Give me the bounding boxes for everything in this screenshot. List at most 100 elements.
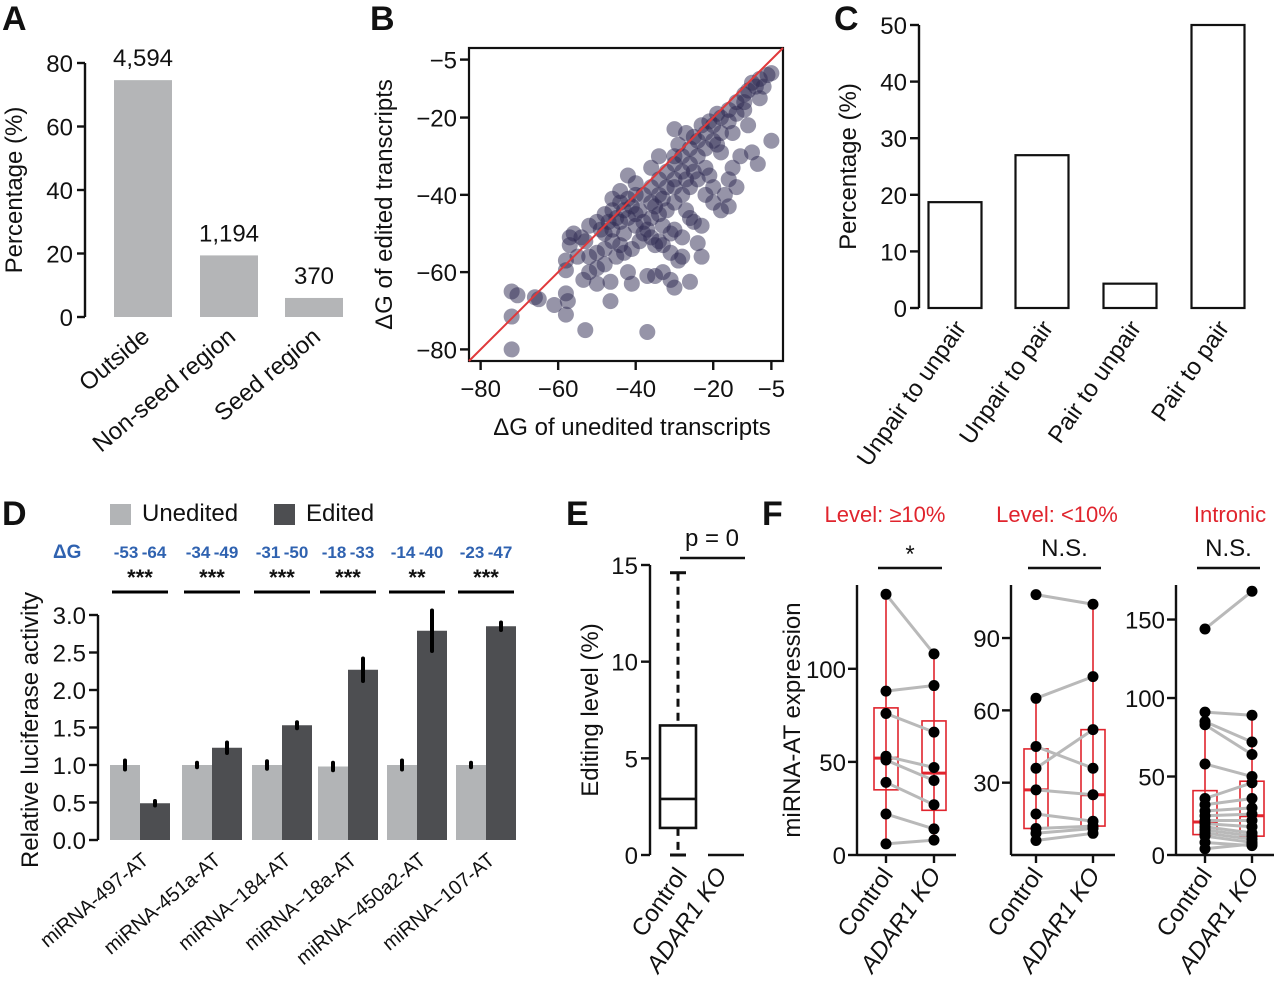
pair-line: [885, 684, 935, 693]
y-tick-label: −5: [430, 48, 457, 75]
data-point-adar1-ko: [1246, 749, 1258, 761]
data-point-control: [880, 776, 892, 788]
x-tick-label: Non-seed region: [88, 323, 241, 458]
scatter-point: [577, 322, 594, 339]
data-point-adar1-ko: [928, 726, 940, 738]
bar-unedited: [318, 766, 348, 840]
y-tick-label: 0: [1152, 843, 1165, 870]
panel-a-bar-chart: 0 20 40 60 80 Percentage (%) 4,594 Outside 1,194…: [1, 45, 343, 458]
data-point-adar1-ko: [1087, 724, 1099, 736]
y-tick-label: 100: [806, 657, 846, 684]
scatter-point: [530, 291, 547, 308]
scatter-point: [581, 248, 598, 265]
panel-d-grouped-bar-chart: 0.0 0.5 1.0 1.5 2.0 2.5 3.0 Relative luciferase…: [17, 500, 516, 970]
panel-letter-f: F: [762, 495, 783, 533]
bar-unedited: [110, 765, 140, 840]
scatter-point: [689, 235, 706, 252]
subplot-title: Level: ≥10%: [825, 502, 946, 527]
delta-g-unedited: -18: [322, 543, 347, 562]
scatter-point: [740, 117, 757, 134]
x-tick-label: Pair to unpair: [1043, 316, 1147, 448]
y-tick-label: 15: [611, 553, 638, 580]
pair-line: [1035, 675, 1094, 700]
y-tick-label: 3.0: [53, 603, 86, 630]
data-point-adar1-ko: [1246, 585, 1258, 597]
scatter-point: [693, 117, 710, 134]
x-tick-label: miRNA−18a-AT: [240, 849, 361, 955]
pair-line: [885, 754, 935, 769]
identity-line: [468, 47, 784, 362]
data-label: 370: [294, 263, 334, 290]
scatter-point: [736, 101, 753, 118]
data-point-control: [1030, 692, 1042, 704]
data-point-control: [880, 685, 892, 697]
scatter-point: [720, 198, 737, 215]
delta-g-unedited: -31: [256, 543, 281, 562]
x-tick-label: Unpair to pair: [954, 316, 1059, 450]
pair-line: [1204, 812, 1253, 818]
scatter-point: [577, 233, 594, 250]
data-point-adar1-ko: [1246, 709, 1258, 721]
x-tick-label: miRNA−450a2-AT: [292, 849, 430, 970]
pair-line: [1035, 593, 1094, 606]
significance-stars: ***: [127, 565, 153, 590]
y-tick-label: 1.5: [53, 716, 86, 743]
y-tick-label: 2.0: [53, 678, 86, 705]
plot-frame: [467, 46, 785, 363]
bar: [1190, 23, 1246, 310]
y-tick-label: 20: [46, 242, 73, 269]
y-axis-label: Percentage (%): [835, 83, 862, 250]
x-tick-label: Pair to pair: [1146, 316, 1235, 427]
delta-g-unedited: -14: [391, 543, 416, 562]
panel-c-bar-chart: 0 10 20 30 40 50 Percentage (%) Unpair to unpai…: [835, 13, 1246, 471]
scatter-point: [732, 148, 749, 165]
data-point-control: [1030, 784, 1042, 796]
scatter-point: [681, 273, 698, 290]
pair-line: [1204, 781, 1253, 800]
panel-letter-a: A: [2, 0, 27, 38]
data-point-adar1-ko: [928, 761, 940, 773]
pair-line: [1204, 720, 1253, 744]
y-tick-label: 10: [880, 239, 907, 266]
bar-unedited: [456, 765, 486, 840]
scatter-point: [693, 248, 710, 265]
delta-g-unedited: -53: [114, 543, 139, 562]
significance-stars: ***: [199, 565, 225, 590]
data-point-control: [880, 808, 892, 820]
delta-g-edited: -47: [488, 543, 513, 562]
significance-label: N.S.: [1041, 535, 1088, 562]
pair-line: [1204, 797, 1253, 807]
y-tick-label: 100: [1125, 686, 1165, 713]
bar-edited: [486, 626, 516, 840]
bar: [285, 297, 343, 317]
pair-line: [885, 712, 935, 734]
bar: [1014, 154, 1070, 310]
panel-letter-c: C: [834, 0, 859, 38]
y-axis-label: Relative luciferase activity: [17, 592, 44, 868]
panel-letter-b: B: [370, 0, 395, 38]
pair-line: [1204, 723, 1253, 756]
x-tick-label: Unpair to unpair: [852, 316, 972, 471]
delta-g-edited: -49: [214, 543, 239, 562]
y-tick-label: −20: [416, 106, 457, 133]
significance-stars: ***: [335, 565, 361, 590]
bar-edited: [212, 747, 242, 840]
scatter-point: [724, 125, 741, 142]
pair-line: [1204, 842, 1253, 851]
data-label: 4,594: [113, 45, 173, 72]
significance-stars: ***: [269, 565, 295, 590]
pair-line: [1035, 824, 1094, 830]
y-tick-label: 0: [833, 843, 846, 870]
data-point-adar1-ko: [928, 648, 940, 660]
delta-g-label: ΔG: [53, 542, 81, 563]
data-label: 1,194: [199, 220, 259, 247]
y-tick-label: 20: [880, 183, 907, 210]
data-point-control: [1199, 758, 1211, 770]
pair-line: [1204, 834, 1253, 844]
y-tick-label: 40: [46, 178, 73, 205]
pair-line: [885, 838, 935, 846]
x-axis-label: ΔG of unedited transcripts: [493, 414, 771, 441]
data-point-adar1-ko: [1246, 736, 1258, 748]
